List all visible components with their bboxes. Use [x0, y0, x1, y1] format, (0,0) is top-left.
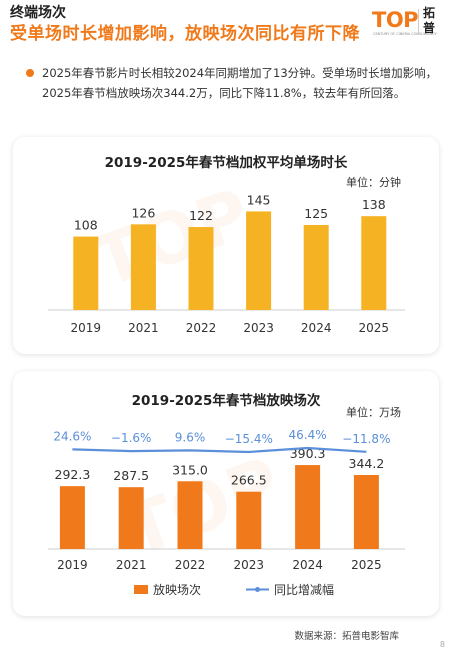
data-label: 390.3 [290, 446, 326, 461]
chart-unit: 单位：万场 [346, 406, 401, 419]
logo-divider [418, 9, 419, 35]
summary-text: 2025年春节影片时长相较2024年同期增加了13分钟。受单场时长增加影响，20… [42, 66, 438, 100]
screenings-chart-card: TOP 2019-2025年春节档放映场次 单位：万场 292.32019287… [13, 371, 439, 616]
x-tick-label: 2025 [359, 321, 390, 335]
line-data-label: −15.4% [225, 432, 273, 446]
bar [361, 216, 387, 310]
line-data-label: 24.6% [53, 429, 91, 443]
logo-wordmark: TOP [372, 8, 419, 32]
logo-chinese-bottom: 普 [423, 21, 436, 35]
yoy-line [72, 446, 367, 454]
x-tick-label: 2019 [57, 558, 88, 572]
x-tick-label: 2025 [351, 558, 382, 572]
bar [303, 225, 329, 310]
bar [188, 227, 214, 310]
bar [295, 465, 321, 549]
legend-bar-swatch [134, 585, 148, 594]
x-tick-label: 2019 [71, 321, 102, 335]
legend-label: 同比增减幅 [274, 582, 334, 597]
data-label: 122 [189, 208, 213, 223]
duration-bar-chart: 108 2019 126 2021 122 2022 145 2023 125 2024 138 20… [48, 192, 405, 335]
logo-chinese: 拓 普 [423, 6, 445, 36]
data-label: 287.5 [113, 468, 149, 483]
data-label: 125 [304, 206, 328, 221]
bar [177, 481, 203, 549]
page-headline: 受单场时长增加影响，放映场次同比有所下降 [10, 24, 360, 44]
line-data-label: −11.8% [342, 432, 390, 446]
data-source: 数据来源：拓普电影智库 [294, 631, 399, 642]
bar [118, 487, 144, 549]
bar [246, 211, 272, 310]
chart-title: 2019-2025年春节档加权平均单场时长 [104, 155, 348, 171]
bullet-dot [26, 69, 34, 77]
x-tick-label: 2022 [175, 558, 206, 572]
chart-unit: 单位：分钟 [346, 176, 401, 189]
x-tick-label: 2024 [301, 321, 332, 335]
x-tick-label: 2021 [128, 321, 159, 335]
brand-logo: TOP CENTURY OF CINEMA CONSULTANCY 拓 普 [372, 4, 448, 38]
bar [130, 224, 156, 310]
screenings-combo-chart: 292.3 2019 287.5 2021 315.0 2022 266.5 2023 390.… [48, 428, 405, 597]
logo-tagline: CENTURY OF CINEMA CONSULTANCY [373, 32, 437, 36]
x-tick-label: 2022 [186, 321, 217, 335]
bar [353, 474, 379, 549]
line-data-label: −1.6% [111, 431, 152, 445]
bar [73, 236, 99, 310]
logo-chinese-top: 拓 [423, 6, 436, 20]
x-tick-label: 2023 [234, 558, 265, 572]
x-tick-label: 2024 [292, 558, 323, 572]
data-label: 292.3 [55, 467, 91, 482]
line-data-label: 46.4% [289, 428, 327, 442]
data-label: 266.5 [231, 473, 267, 488]
legend-line-marker [255, 587, 260, 592]
bar [236, 491, 262, 549]
data-label: 344.2 [349, 456, 385, 471]
data-label: 315.0 [172, 462, 208, 477]
data-label: 126 [131, 205, 155, 220]
chart-title: 2019-2025年春节档放映场次 [131, 393, 321, 409]
page-number: 8 [439, 640, 445, 649]
x-tick-label: 2023 [243, 321, 274, 335]
section-title: 终端场次 [10, 5, 66, 21]
legend-label: 放映场次 [153, 582, 201, 597]
x-tick-label: 2021 [116, 558, 147, 572]
bar [59, 486, 85, 549]
data-label: 145 [247, 192, 271, 207]
line-data-label: 9.6% [175, 430, 206, 444]
data-label: 138 [362, 197, 386, 212]
duration-chart-card: TOP 2019-2025年春节档加权平均单场时长 单位：分钟 108 2019 1… [13, 137, 439, 354]
data-label: 108 [74, 218, 98, 233]
